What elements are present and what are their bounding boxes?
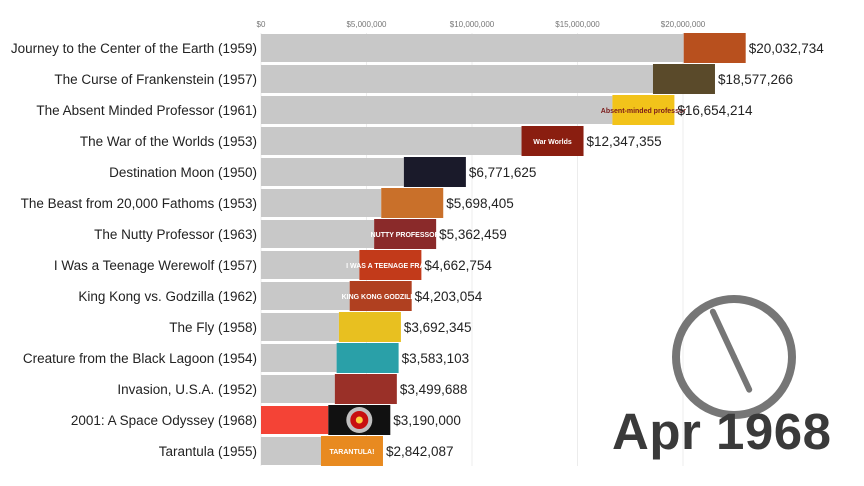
value-label: $20,032,734 — [749, 41, 825, 56]
bar — [261, 189, 382, 217]
category-label: The Beast from 20,000 Fathoms (1953) — [21, 196, 257, 211]
bar — [261, 375, 335, 403]
value-label: $12,347,355 — [587, 134, 662, 149]
value-label: $3,190,000 — [393, 413, 461, 428]
bar — [261, 34, 684, 62]
date-label: Apr 1968 — [612, 403, 832, 460]
bar — [261, 127, 522, 155]
bar — [261, 437, 321, 465]
category-label: Creature from the Black Lagoon (1954) — [23, 351, 257, 366]
bar — [261, 406, 329, 434]
bar — [261, 344, 337, 372]
value-label: $3,692,345 — [404, 320, 472, 335]
poster-image — [381, 188, 444, 218]
category-label: The Curse of Frankenstein (1957) — [54, 72, 257, 87]
value-label: $5,362,459 — [439, 227, 507, 242]
poster-image — [652, 64, 715, 94]
category-label: I Was a Teenage Werewolf (1957) — [54, 258, 257, 273]
poster-image — [612, 95, 675, 125]
bar — [261, 282, 350, 310]
bar — [261, 158, 404, 186]
x-tick-label: $0 — [257, 20, 266, 29]
poster-image — [338, 312, 401, 342]
poster-text: NUTTY PROFESSOR — [371, 232, 440, 239]
value-label: $3,583,103 — [402, 351, 470, 366]
category-label: 2001: A Space Odyssey (1968) — [71, 413, 257, 428]
x-tick-label: $5,000,000 — [346, 20, 387, 29]
value-label: $4,662,754 — [424, 258, 492, 273]
x-tick-label: $15,000,000 — [555, 20, 600, 29]
value-label: $18,577,266 — [718, 72, 793, 87]
poster-image — [320, 436, 383, 466]
value-label: $5,698,405 — [446, 196, 514, 211]
category-label: Invasion, U.S.A. (1952) — [117, 382, 257, 397]
bar — [261, 251, 360, 279]
value-label: $16,654,214 — [677, 103, 753, 118]
poster-image — [359, 250, 422, 280]
poster-image — [374, 219, 437, 249]
poster-image — [336, 343, 399, 373]
category-label: The Nutty Professor (1963) — [94, 227, 257, 242]
poster-image — [355, 416, 363, 424]
bar — [261, 96, 613, 124]
x-tick-label: $20,000,000 — [661, 20, 706, 29]
clock-icon — [672, 295, 796, 419]
category-label: The War of the Worlds (1953) — [80, 134, 257, 149]
poster-image — [334, 374, 397, 404]
poster-image — [403, 157, 466, 187]
poster-text: KING KONG GODZILLA — [342, 294, 420, 301]
value-label: $6,771,625 — [469, 165, 537, 180]
bar — [261, 313, 339, 341]
poster-text: Absent-minded professor — [601, 108, 686, 115]
category-label: The Absent Minded Professor (1961) — [36, 103, 257, 118]
category-label: Destination Moon (1950) — [109, 165, 257, 180]
poster-image — [349, 281, 412, 311]
x-tick-label: $10,000,000 — [450, 20, 495, 29]
value-label: $2,842,087 — [386, 444, 454, 459]
value-label: $4,203,054 — [415, 289, 483, 304]
category-label: The Fly (1958) — [169, 320, 257, 335]
poster-image — [683, 33, 746, 63]
bar — [261, 65, 653, 93]
value-label: $3,499,688 — [400, 382, 468, 397]
poster-text: I WAS A TEENAGE FRANK — [346, 263, 435, 270]
poster-image — [521, 126, 584, 156]
category-label: King Kong vs. Godzilla (1962) — [78, 289, 257, 304]
poster-text: War Worlds — [533, 139, 572, 146]
category-label: Tarantula (1955) — [159, 444, 257, 459]
category-label: Journey to the Center of the Earth (1959… — [11, 41, 257, 56]
poster-text: TARANTULA! — [329, 449, 374, 456]
bar — [261, 220, 375, 248]
